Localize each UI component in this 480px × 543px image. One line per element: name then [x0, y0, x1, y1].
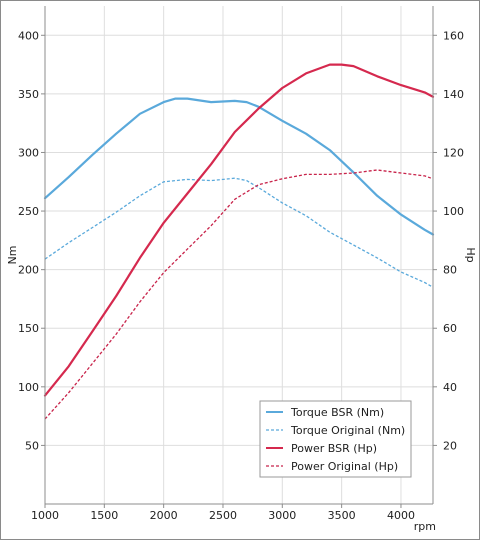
x-tick-label: 1500: [90, 509, 118, 522]
left-tick-label: 400: [18, 29, 39, 42]
right-tick-label: 40: [443, 381, 457, 394]
right-tick-label: 80: [443, 264, 457, 277]
left-tick-label: 100: [18, 381, 39, 394]
x-tick-label: 2500: [209, 509, 237, 522]
series-line-2: [44, 177, 434, 288]
right-tick-label: 140: [443, 88, 464, 101]
left-tick-label: 350: [18, 88, 39, 101]
x-tick-label: 1000: [31, 509, 59, 522]
right-axis-label: Hp: [464, 247, 477, 262]
legend-label: Power BSR (Hp): [291, 442, 377, 455]
left-tick-label: 200: [18, 264, 39, 277]
legend: Torque BSR (Nm) Torque Original (Nm) Power…: [259, 400, 412, 478]
legend-label: Torque Original (Nm): [290, 424, 405, 437]
left-axis-label: Nm: [6, 246, 19, 265]
left-tick-label: 50: [25, 439, 39, 452]
legend-label: Torque BSR (Nm): [290, 406, 384, 419]
x-tick-label: 4000: [387, 509, 415, 522]
x-tick-label: 2000: [150, 509, 178, 522]
series-line-4: [44, 169, 434, 420]
left-tick-label: 150: [18, 322, 39, 335]
x-tick-label: 3500: [328, 509, 356, 522]
legend-label: Power Original (Hp): [291, 460, 398, 473]
right-tick-label: 160: [443, 29, 464, 42]
x-tick-label: 3000: [268, 509, 296, 522]
x-axis-label: rpm: [414, 520, 436, 533]
left-tick-label: 250: [18, 205, 39, 218]
series-line-3: [43, 63, 435, 397]
legend-box: [259, 400, 412, 478]
right-tick-label: 100: [443, 205, 464, 218]
series-line-1: [43, 97, 435, 236]
right-tick-label: 120: [443, 146, 464, 159]
left-tick-label: 300: [18, 146, 39, 159]
right-tick-label: 20: [443, 439, 457, 452]
right-tick-label: 60: [443, 322, 457, 335]
